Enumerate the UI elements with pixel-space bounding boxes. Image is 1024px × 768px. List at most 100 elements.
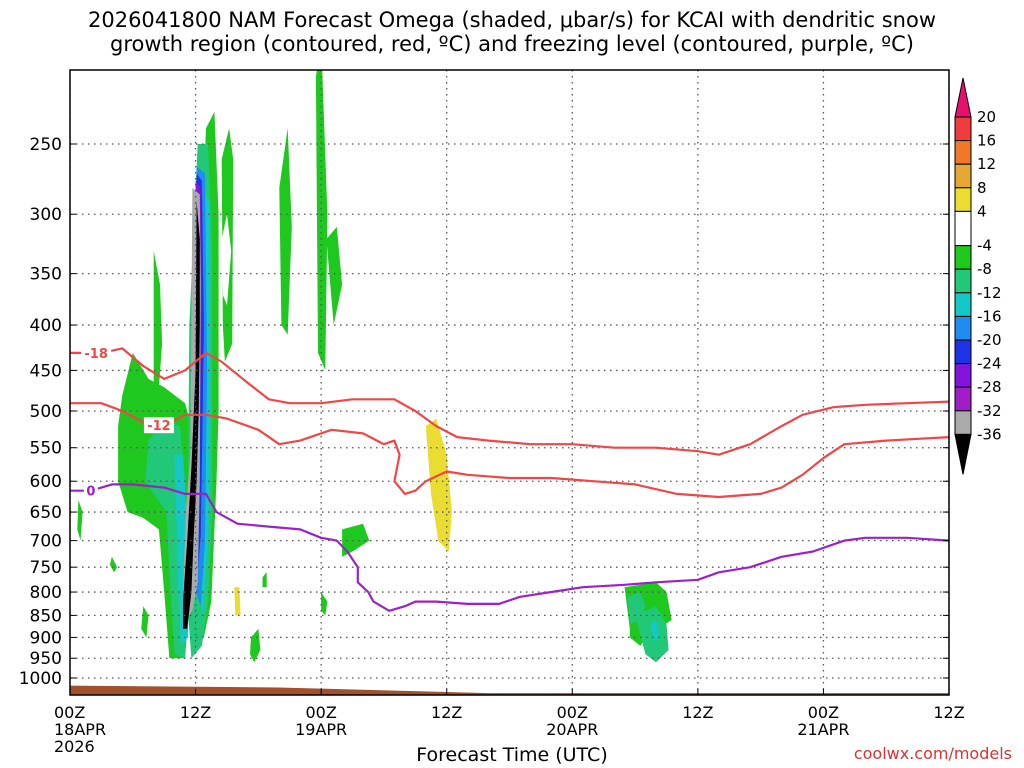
colorbar-label: -28 (977, 378, 1002, 396)
colorbar-segment (954, 410, 972, 435)
omega-region (263, 628, 306, 659)
y-tick-label: 900 (30, 628, 62, 648)
contour-line (70, 347, 949, 456)
omega-region (185, 70, 194, 306)
contours: -18 -12 0 (70, 344, 949, 612)
x-tick-label: 00Z (557, 703, 588, 722)
y-tick-label: 850 (30, 606, 62, 626)
omega-region (650, 619, 660, 642)
omega-region (208, 619, 217, 663)
colorbar-segment (954, 292, 972, 317)
y-tick-label: 800 (30, 583, 62, 603)
omega-region (321, 592, 328, 616)
chart-title: 2026041800 NAM Forecast Omega (shaded, μ… (87, 8, 936, 56)
colorbar: 20 16 12 8 4 -4 -8 -12 -16 -20 -24 -28 -32 -36 (954, 77, 1002, 475)
y-tick-label: 450 (30, 361, 62, 381)
colorbar-label: -4 (977, 237, 992, 255)
y-tick-label: 1000 (19, 669, 62, 689)
colorbar-label: -12 (977, 284, 1002, 302)
y-tick-label: 600 (30, 472, 62, 492)
contour-label: 0 (86, 485, 95, 500)
x-tick-label: 21APR (797, 720, 849, 739)
y-tick-label: 350 (30, 265, 62, 285)
plot-frame (69, 69, 950, 696)
colorbar-segment (954, 245, 972, 270)
omega-region (734, 305, 742, 379)
y-tick-label: 300 (30, 205, 62, 225)
y-axis: 2503003504004505005506006507007508008509… (19, 135, 949, 689)
omega-region (342, 523, 370, 557)
contour-label-bg (81, 344, 112, 361)
omega-region (300, 343, 343, 455)
colorbar-segment (954, 140, 972, 165)
y-tick-label: 250 (30, 135, 62, 155)
omega-region (109, 556, 118, 573)
x-tick-label: 19APR (295, 720, 347, 739)
omega-region (593, 433, 714, 536)
x-axis-label: Forecast Time (UTC) (416, 744, 608, 766)
x-tick-label: 2026 (54, 737, 95, 756)
colorbar-label: 12 (977, 155, 996, 173)
contour-label-bg (143, 417, 174, 434)
ground-layer (70, 685, 949, 695)
y-tick-label: 700 (30, 532, 62, 552)
ground-surface (70, 685, 949, 695)
colorbar-label: -24 (977, 355, 1002, 373)
omega-region (221, 214, 232, 306)
colorbar-segment (954, 363, 972, 388)
colorbar-segment (954, 210, 972, 247)
x-tick-label: 00Z (54, 703, 85, 722)
colorbar-label: -32 (977, 402, 1002, 420)
colorbar-segment (954, 339, 972, 365)
colorbar-segment (954, 386, 972, 412)
omega-region (141, 606, 149, 638)
omega-region (234, 587, 241, 616)
omega-region (425, 418, 452, 552)
omega-region (250, 628, 261, 663)
x-tick-label: 18APR (54, 720, 106, 739)
x-tick-label: 00Z (808, 703, 839, 722)
x-tick-label: 12Z (180, 703, 211, 722)
omega-region (279, 128, 292, 335)
colorbar-segment (954, 268, 972, 294)
gridlines (70, 70, 949, 695)
omega-region (635, 606, 669, 663)
colorbar-label: 20 (977, 108, 996, 126)
omega-region (153, 250, 163, 388)
colorbar-top-arrow (954, 77, 972, 118)
colorbar-segment (954, 116, 972, 142)
contour-label: -12 (147, 419, 171, 434)
colorbar-segment (954, 187, 972, 212)
y-tick-label: 950 (30, 649, 62, 669)
y-tick-label: 500 (30, 402, 62, 422)
colorbar-label: -8 (977, 260, 992, 278)
x-tick-label: 12Z (933, 703, 964, 722)
contour-line (70, 402, 949, 499)
colorbar-label: -20 (977, 331, 1002, 349)
omega-region (321, 481, 349, 518)
x-tick-label: 12Z (431, 703, 462, 722)
contour-label: -18 (84, 347, 108, 362)
colorbar-segment (954, 315, 972, 341)
omega-region (262, 572, 267, 588)
y-tick-label: 650 (30, 503, 62, 523)
colorbar-label: -16 (977, 307, 1002, 325)
y-tick-label: 400 (30, 316, 62, 336)
colorbar-label: 16 (977, 132, 996, 150)
x-tick-label: 12Z (682, 703, 713, 722)
omega-region (347, 619, 356, 638)
colorbar-label: 4 (977, 202, 987, 220)
colorbar-label: 8 (977, 179, 987, 197)
credit-text: coolwx.com/models (853, 744, 1012, 763)
contour-label-bg (83, 482, 98, 499)
omega-region (77, 500, 83, 541)
x-tick-label: 00Z (305, 703, 336, 722)
colorbar-segment (954, 163, 972, 189)
omega-region (326, 226, 343, 325)
y-tick-label: 550 (30, 439, 62, 459)
colorbar-label: -36 (977, 425, 1002, 443)
x-tick-label: 20APR (546, 720, 598, 739)
contour-line (70, 483, 949, 612)
